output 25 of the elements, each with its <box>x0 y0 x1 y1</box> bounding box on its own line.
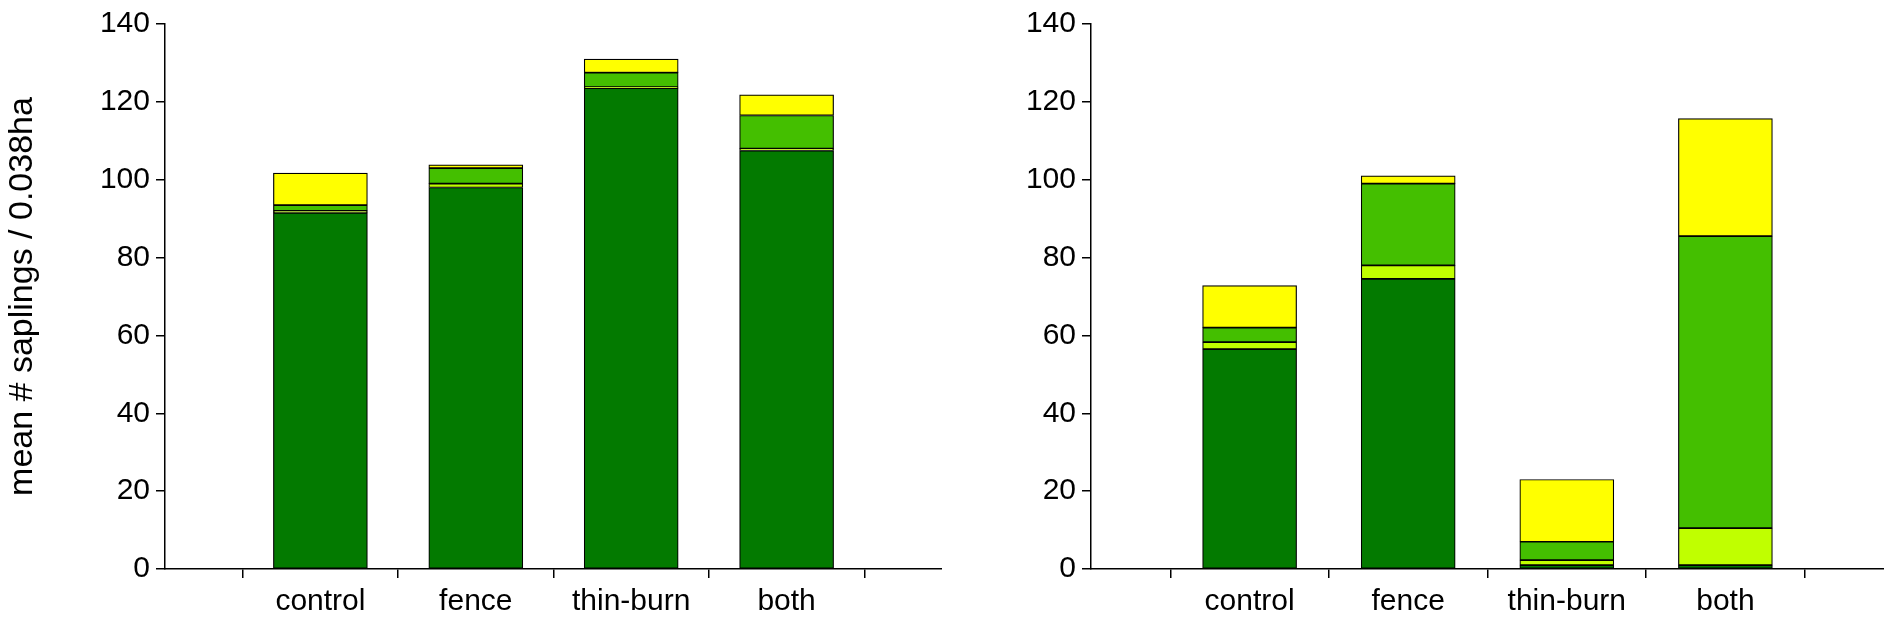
y-tick-label: 60 <box>116 316 150 350</box>
x-tick-label: both <box>1696 583 1755 617</box>
y-axis-title: mean # saplings / 0.038ha <box>0 97 39 496</box>
y-tick-label: 120 <box>99 83 150 117</box>
x-tick-label: thin-burn <box>1507 583 1626 617</box>
x-tick-label: thin-burn <box>572 583 691 617</box>
y-tick-label: 0 <box>133 550 150 584</box>
x-tick-label: control <box>1204 583 1295 617</box>
y-tick-label: 80 <box>116 238 150 272</box>
x-tick-label: fence <box>1371 583 1445 617</box>
y-tick-label: 0 <box>1059 550 1076 584</box>
y-tick-label: 100 <box>99 160 150 194</box>
y-tick-label: 20 <box>116 472 150 506</box>
y-tick-label: 100 <box>1025 160 1076 194</box>
y-tick-label: 140 <box>99 5 150 39</box>
y-tick-label: 140 <box>1025 5 1076 39</box>
x-tick-label: both <box>757 583 816 617</box>
y-tick-label: 20 <box>1042 472 1076 506</box>
y-tick-label: 60 <box>1042 316 1076 350</box>
y-tick-label: 120 <box>1025 83 1076 117</box>
y-tick-label: 40 <box>116 394 150 428</box>
x-tick-label: fence <box>439 583 513 617</box>
y-tick-label: 80 <box>1042 238 1076 272</box>
y-tick-label: 40 <box>1042 394 1076 428</box>
x-tick-label: control <box>275 583 366 617</box>
